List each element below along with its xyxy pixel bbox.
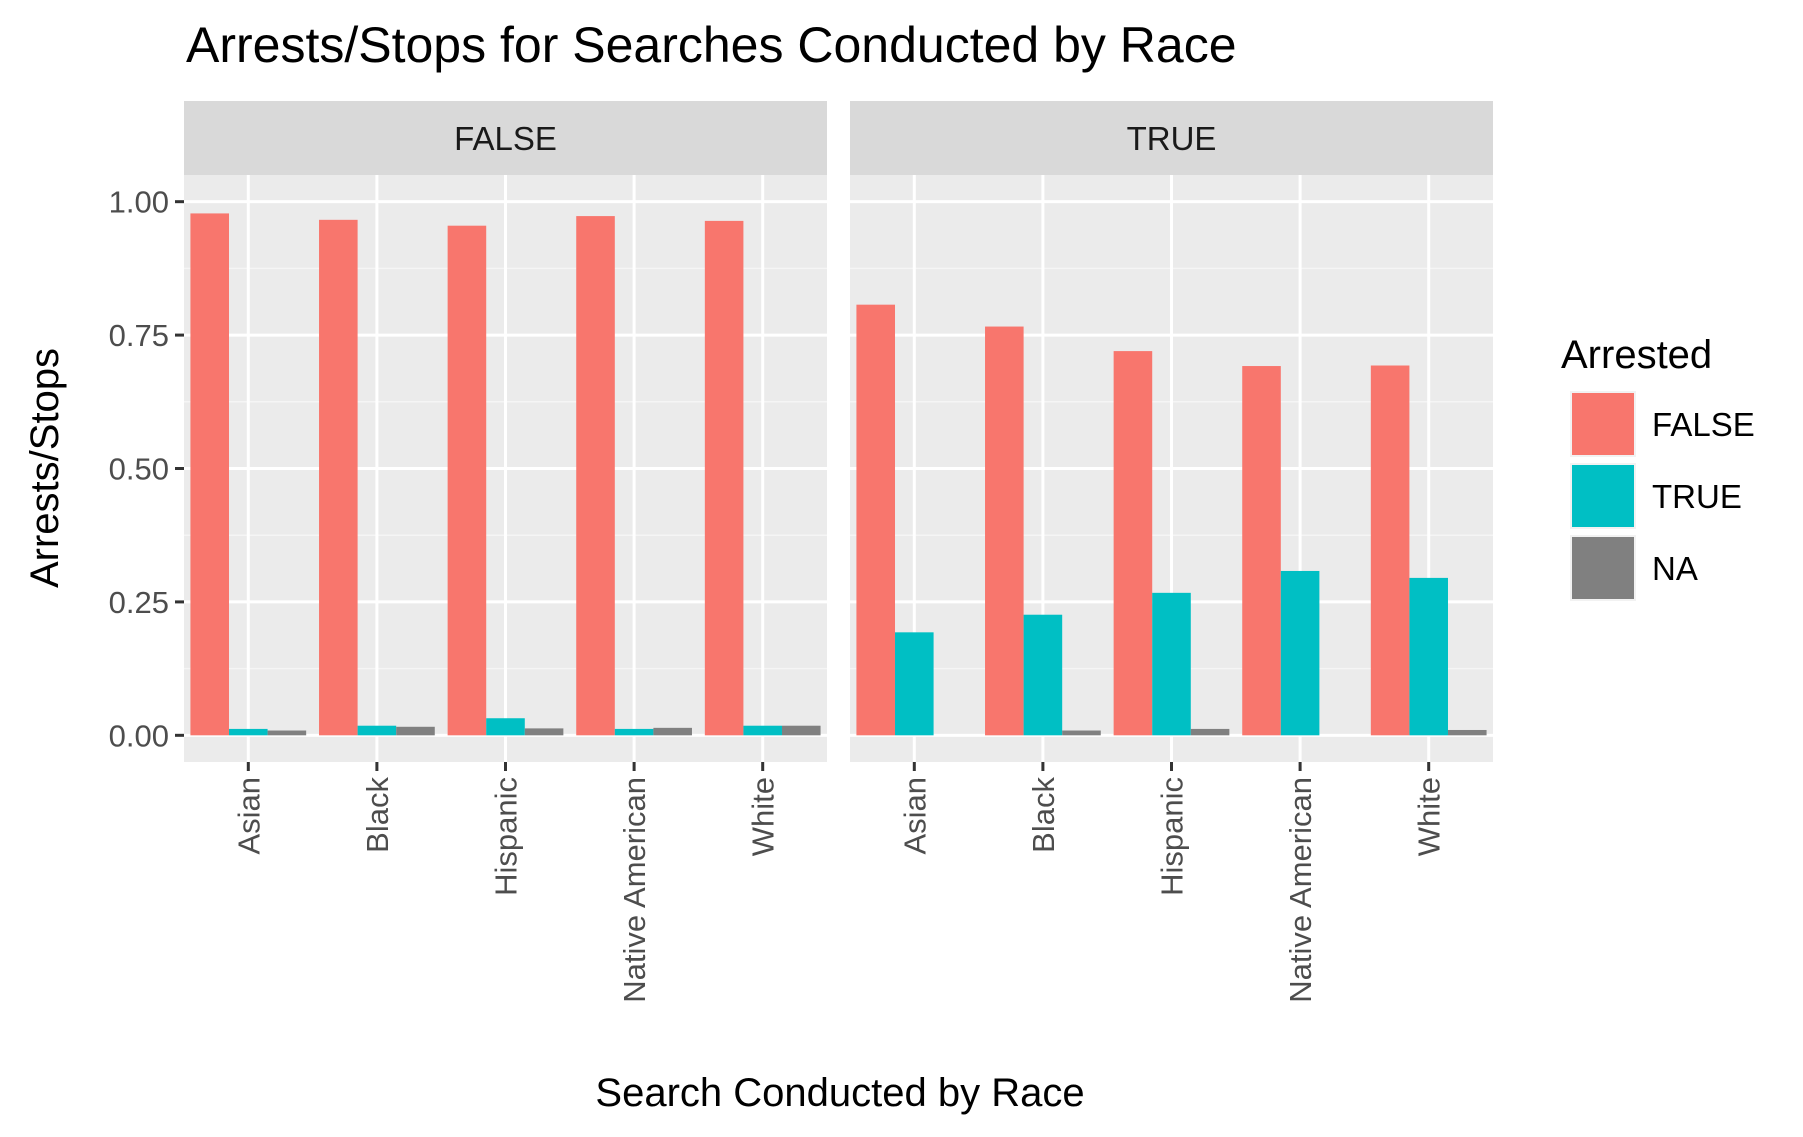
bar-false-white — [704, 220, 744, 736]
y-tick-label: 0.25 — [109, 585, 169, 620]
legend-key-true — [1572, 465, 1634, 527]
bar-false-asian — [856, 304, 896, 736]
facet-strip-label: FALSE — [454, 120, 557, 157]
legend: Arrested FALSE TRUE NA — [1561, 333, 1755, 601]
bar-true-native-american — [614, 728, 654, 736]
chart-title: Arrests/Stops for Searches Conducted by … — [186, 17, 1237, 73]
bar-false-native-american — [576, 216, 615, 736]
x-tick-label: Native American — [1283, 777, 1318, 1003]
x-tick-label: Black — [360, 777, 395, 853]
legend-title: Arrested — [1561, 333, 1712, 377]
x-tick-label: Black — [1026, 777, 1061, 853]
bar-false-hispanic — [1113, 351, 1153, 736]
bar-true-hispanic — [1152, 592, 1191, 736]
y-axis: 0.00 0.25 0.50 0.75 1.00 — [109, 185, 184, 753]
x-tick-label: White — [1412, 777, 1447, 856]
y-axis-title: Arrests/Stops — [23, 348, 67, 588]
bar-false-black — [985, 326, 1024, 736]
x-axis-title: Search Conducted by Race — [595, 1071, 1084, 1115]
legend-label: FALSE — [1652, 406, 1755, 443]
bar-true-black — [357, 725, 397, 736]
bar-na-white — [781, 725, 821, 736]
legend-key-na — [1572, 537, 1634, 599]
bar-false-native-american — [1242, 366, 1281, 736]
x-tick-label: Hispanic — [1155, 777, 1190, 896]
bar-true-white — [1409, 577, 1448, 736]
legend-key-false — [1572, 393, 1634, 455]
y-tick-label: 0.75 — [109, 318, 169, 353]
facet-panels: FALSE Asian Black Hispanic Native American Wh… — [109, 101, 1493, 1003]
facet-strip-label: TRUE — [1127, 120, 1217, 157]
bar-false-white — [1370, 365, 1410, 736]
facet-panel-true: TRUE Asian Black Hispanic Native American Whi… — [850, 101, 1493, 1003]
facet-strip — [850, 101, 1493, 175]
bar-false-hispanic — [447, 225, 487, 736]
x-tick-label: Hispanic — [489, 777, 524, 896]
bar-false-black — [319, 219, 358, 736]
x-tick-label: Asian — [897, 777, 932, 855]
bar-true-white — [743, 725, 782, 736]
bar-false-asian — [190, 213, 230, 736]
facet-panel-false: FALSE Asian Black Hispanic Native American Wh… — [184, 101, 827, 1003]
bar-true-asian — [229, 728, 268, 736]
bar-na-hispanic — [524, 728, 564, 736]
bar-true-hispanic — [486, 718, 525, 736]
bar-na-black — [396, 726, 435, 736]
y-tick-label: 0.50 — [109, 452, 169, 487]
facet-strip — [184, 101, 827, 175]
bar-true-asian — [895, 632, 934, 736]
x-tick-label: White — [746, 777, 781, 856]
legend-label: NA — [1652, 550, 1698, 587]
bar-na-asian — [267, 730, 307, 736]
bar-na-black — [1062, 730, 1101, 736]
x-tick-label: Native American — [617, 777, 652, 1003]
y-tick-label: 0.00 — [109, 718, 169, 753]
y-tick-label: 1.00 — [109, 185, 169, 220]
bar-na-hispanic — [1190, 728, 1230, 736]
legend-label: TRUE — [1652, 478, 1742, 515]
bar-na-native-american — [653, 727, 692, 736]
bar-na-white — [1447, 729, 1487, 736]
bar-true-native-american — [1280, 570, 1320, 736]
x-tick-label: Asian — [231, 777, 266, 855]
bar-true-black — [1023, 614, 1063, 736]
